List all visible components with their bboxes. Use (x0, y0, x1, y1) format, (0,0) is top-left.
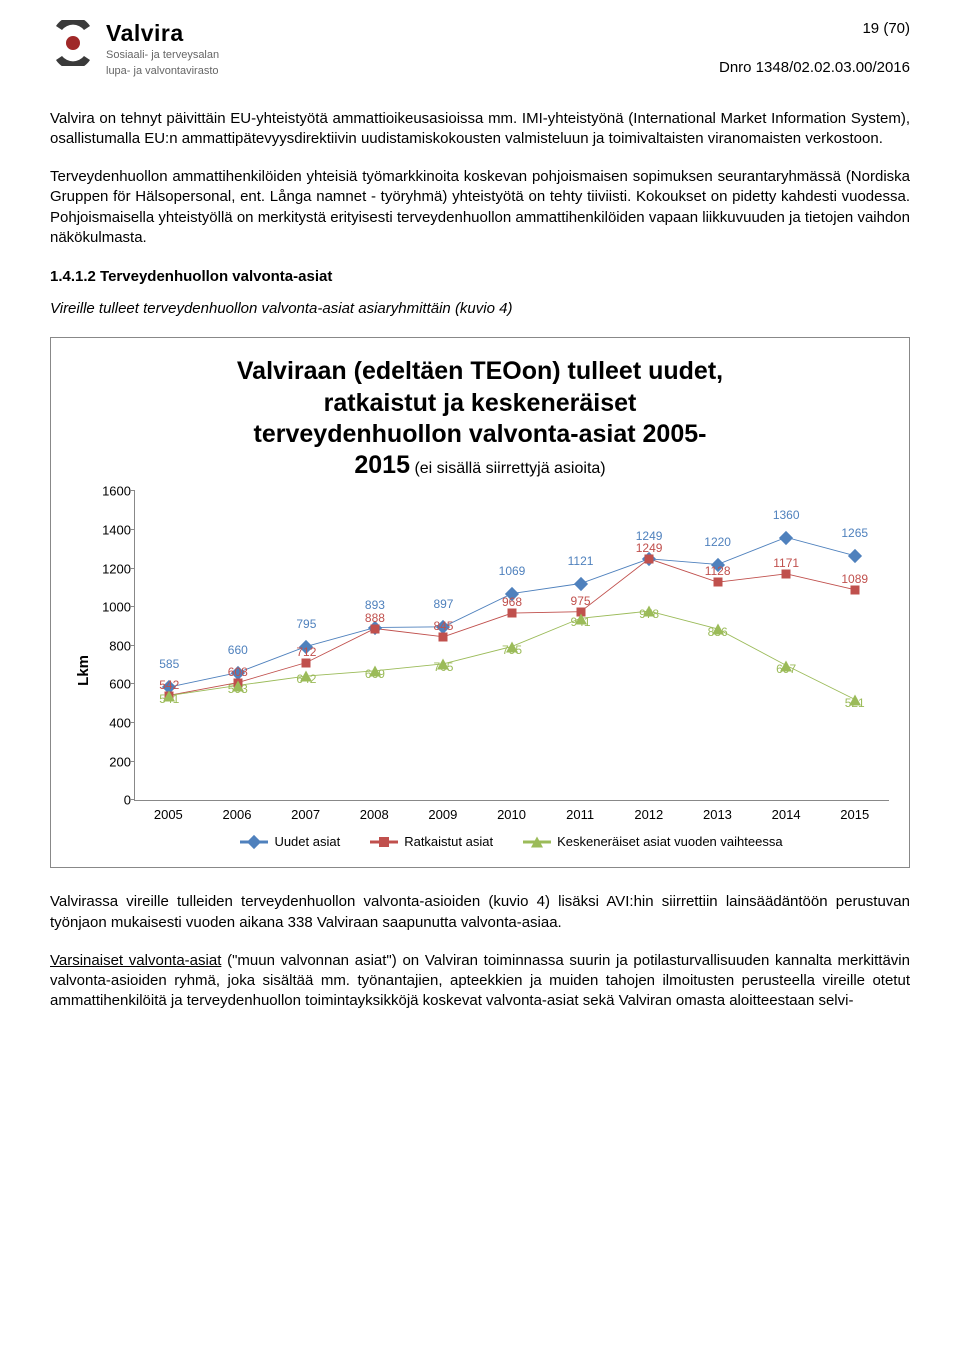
chart-title: Valviraan (edeltäen TEOon) tulleet uudet… (71, 356, 889, 481)
x-tick-label: 2015 (820, 807, 889, 822)
data-label: 1265 (841, 526, 868, 540)
data-label: 608 (228, 665, 248, 679)
valvira-logo-icon (50, 20, 96, 66)
legend-label: Keskeneräiset asiat vuoden vaihteessa (557, 834, 782, 849)
data-label: 1249 (636, 541, 663, 555)
data-label: 845 (433, 619, 453, 633)
data-label: 1220 (704, 535, 731, 549)
paragraph-1: Valvira on tehnyt päivittäin EU-yhteisty… (50, 109, 910, 150)
org-name: Valvira (106, 20, 219, 47)
chart-title-line1: Valviraan (edeltäen TEOon) tulleet uudet… (237, 357, 723, 385)
legend: Uudet asiat Ratkaistut asiat Keskeneräiset… (134, 834, 889, 849)
data-label: 795 (502, 643, 522, 657)
legend-label: Ratkaistut asiat (404, 834, 493, 849)
paragraph-2: Terveydenhuollon ammattihenkilöiden yhte… (50, 167, 910, 248)
data-label: 886 (708, 625, 728, 639)
y-tick-label: 1600 (93, 484, 131, 499)
y-tick-label: 1000 (93, 600, 131, 615)
legend-marker (240, 835, 268, 849)
series-line-Ratkaistut asiat (169, 559, 854, 696)
y-tick-label: 0 (93, 793, 131, 808)
page-header: Valvira Sosiaali- ja terveysalan lupa- j… (50, 20, 910, 79)
header-right: 19 (70) Dnro 1348/02.02.03.00/2016 (719, 20, 910, 76)
org-sub-2: lupa- ja valvontavirasto (106, 65, 219, 79)
data-label: 1360 (773, 508, 800, 522)
data-label: 1089 (841, 572, 868, 586)
chart-body: Lkm 020040060080010001200140016005856607… (71, 491, 889, 849)
x-tick-label: 2013 (683, 807, 752, 822)
legend-item: Ratkaistut asiat (370, 834, 493, 849)
x-tick-label: 2014 (752, 807, 821, 822)
chart-title-line4a: 2015 (354, 451, 410, 479)
logo-block: Valvira Sosiaali- ja terveysalan lupa- j… (50, 20, 219, 79)
p4-underlined: Varsinaiset valvonta-asiat (50, 952, 221, 969)
x-tick-label: 2012 (614, 807, 683, 822)
data-label: 975 (571, 594, 591, 608)
data-label: 897 (433, 597, 453, 611)
data-label: 705 (433, 660, 453, 674)
data-marker (782, 570, 791, 579)
paragraph-4: Varsinaiset valvonta-asiat ("muun valvon… (50, 951, 910, 1012)
y-tick-label: 1200 (93, 561, 131, 576)
data-label: 669 (365, 667, 385, 681)
legend-marker (370, 835, 398, 849)
data-label: 1069 (499, 564, 526, 578)
data-label: 978 (639, 607, 659, 621)
section-heading: 1.4.1.2 Terveydenhuollon valvonta-asiat (50, 268, 910, 285)
data-label: 1128 (705, 564, 731, 578)
y-axis-label: Lkm (71, 655, 92, 686)
data-label: 697 (776, 662, 796, 676)
x-tick-label: 2006 (203, 807, 272, 822)
data-marker (439, 633, 448, 642)
data-label: 968 (502, 595, 522, 609)
x-tick-label: 2009 (409, 807, 478, 822)
data-label: 1171 (773, 556, 799, 570)
chart-container: Valviraan (edeltäen TEOon) tulleet uudet… (50, 337, 910, 868)
data-marker (302, 658, 311, 667)
data-marker (508, 609, 517, 618)
data-label: 1121 (568, 554, 594, 568)
data-label: 795 (296, 617, 316, 631)
data-marker (713, 578, 722, 587)
x-tick-label: 2007 (271, 807, 340, 822)
data-label: 941 (571, 615, 591, 629)
x-tick-label: 2008 (340, 807, 409, 822)
legend-label: Uudet asiat (274, 834, 340, 849)
data-label: 593 (228, 682, 248, 696)
data-label: 541 (159, 692, 179, 706)
dnro: Dnro 1348/02.02.03.00/2016 (719, 59, 910, 76)
x-tick-label: 2005 (134, 807, 203, 822)
data-label: 660 (228, 643, 248, 657)
page-number: 19 (70) (719, 20, 910, 37)
data-marker (645, 555, 654, 564)
legend-item: Keskeneräiset asiat vuoden vaihteessa (523, 834, 782, 849)
data-marker (370, 624, 379, 633)
y-tick-label: 600 (93, 677, 131, 692)
chart-caption: Vireille tulleet terveydenhuollon valvon… (50, 299, 910, 319)
chart-title-line3: terveydenhuollon valvonta-asiat 2005- (254, 420, 707, 448)
legend-marker (523, 835, 551, 849)
data-label: 642 (296, 672, 316, 686)
y-tick-label: 200 (93, 754, 131, 769)
x-tick-label: 2011 (546, 807, 615, 822)
plot-area: 0200400600800100012001400160058566079589… (134, 491, 889, 801)
chart-title-line2: ratkaistut ja keskeneräiset (324, 389, 637, 417)
paragraph-3: Valvirassa vireille tulleiden terveydenh… (50, 892, 910, 933)
data-label: 521 (845, 696, 865, 710)
y-tick-label: 800 (93, 638, 131, 653)
org-sub-1: Sosiaali- ja terveysalan (106, 49, 219, 63)
data-label: 888 (365, 611, 385, 625)
legend-item: Uudet asiat (240, 834, 340, 849)
x-tick-label: 2010 (477, 807, 546, 822)
y-tick-label: 1400 (93, 522, 131, 537)
y-tick-label: 400 (93, 716, 131, 731)
plot-wrap: 0200400600800100012001400160058566079589… (92, 491, 889, 849)
logo-text: Valvira Sosiaali- ja terveysalan lupa- j… (106, 20, 219, 79)
chart-title-line4b: (ei sisällä siirrettyjä asioita) (410, 460, 606, 477)
data-label: 893 (365, 598, 385, 612)
data-label: 585 (159, 657, 179, 671)
data-label: 712 (296, 645, 316, 659)
data-marker (850, 585, 859, 594)
x-axis: 2005200620072008200920102011201220132014… (134, 807, 889, 822)
